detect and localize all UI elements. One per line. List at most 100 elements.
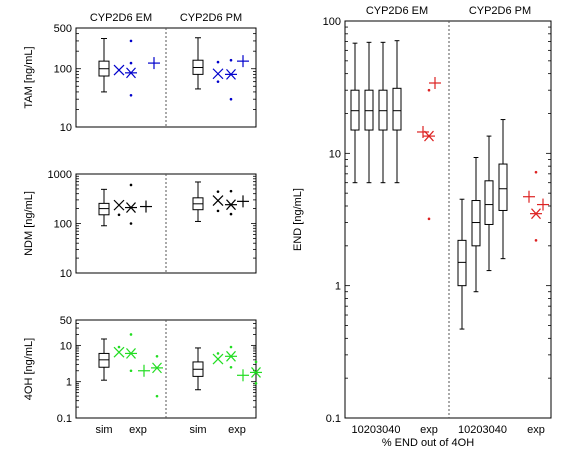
exp-range-dot bbox=[216, 352, 220, 355]
group-title: CYP2D6 PM bbox=[469, 5, 531, 17]
sim-box bbox=[498, 119, 508, 260]
box-iqr bbox=[392, 87, 402, 131]
y-tick-label: 10 bbox=[329, 148, 341, 160]
y-tick-label: 100 bbox=[54, 64, 72, 76]
y-tick-label: 10 bbox=[60, 122, 72, 134]
exp-range-dot bbox=[129, 222, 133, 225]
x-tick-label: exp bbox=[129, 424, 147, 436]
sim-box bbox=[98, 38, 110, 93]
sim-box bbox=[484, 135, 494, 272]
plot-frame bbox=[344, 20, 552, 419]
sim-box bbox=[471, 157, 481, 293]
exp-marker-x bbox=[113, 64, 125, 76]
exp-marker-x bbox=[113, 346, 125, 358]
star-b bbox=[126, 202, 136, 213]
exp-range-dot bbox=[229, 212, 233, 216]
y-tick-label: 1 bbox=[66, 377, 72, 389]
exp-marker-plus bbox=[138, 364, 150, 377]
star-b bbox=[152, 362, 162, 374]
exp-marker-star bbox=[423, 130, 435, 142]
y-tick-label: 0.1 bbox=[326, 413, 341, 425]
box-iqr bbox=[364, 89, 374, 131]
box-iqr bbox=[457, 239, 467, 287]
exp-range-dot bbox=[427, 217, 431, 221]
group-title: CYP2D6 EM bbox=[90, 12, 152, 24]
y-axis-label: 4OH [ng/mL] bbox=[23, 338, 35, 400]
x-tick-label: sim bbox=[95, 424, 112, 436]
exp-marker-star bbox=[225, 68, 237, 80]
x-b bbox=[212, 195, 224, 207]
exp-marker-plus bbox=[237, 195, 249, 208]
star-b bbox=[226, 68, 236, 80]
sim-box bbox=[364, 41, 374, 184]
sim-box bbox=[457, 198, 467, 330]
x-b bbox=[113, 199, 125, 211]
exp-marker-x bbox=[212, 195, 224, 207]
star-b bbox=[424, 130, 434, 142]
exp-range-dot bbox=[155, 394, 159, 398]
x-b bbox=[113, 64, 125, 76]
exp-range-dot bbox=[129, 369, 133, 373]
star-b bbox=[226, 199, 236, 211]
star-b bbox=[126, 348, 136, 359]
exp-marker-plus bbox=[523, 190, 535, 203]
exp-range-dot bbox=[117, 345, 121, 349]
exp-range-dot bbox=[155, 355, 159, 358]
y-tick-label: 10 bbox=[60, 268, 72, 280]
y-axis-label: END [ng/mL] bbox=[292, 188, 304, 251]
exp-marker-x bbox=[212, 353, 224, 365]
exp-range-dot bbox=[229, 97, 233, 101]
exp-marker-star bbox=[530, 208, 542, 220]
exp-range-dot bbox=[129, 333, 133, 336]
exp-marker-star bbox=[250, 367, 262, 378]
exp-range-dot bbox=[129, 93, 133, 97]
exp-range-dot bbox=[129, 39, 133, 43]
exp-marker-x bbox=[212, 68, 224, 80]
x-tick-label: 10203040 bbox=[458, 424, 507, 436]
box-iqr bbox=[350, 89, 360, 131]
exp-marker-star bbox=[125, 348, 137, 359]
star-b bbox=[226, 350, 236, 362]
x-b bbox=[212, 353, 224, 365]
x-tick-label: 10203040 bbox=[352, 424, 401, 436]
exp-range-dot bbox=[229, 345, 233, 349]
group-title: CYP2D6 PM bbox=[180, 12, 242, 24]
exp-marker-star bbox=[125, 67, 137, 79]
x-tick-label: sim bbox=[189, 424, 206, 436]
sim-box bbox=[392, 40, 402, 184]
sim-box bbox=[350, 42, 360, 184]
y-tick-label: 50 bbox=[60, 315, 72, 327]
exp-range-dot bbox=[216, 209, 220, 213]
x-tick-label: exp bbox=[527, 424, 545, 436]
exp-range-dot bbox=[216, 190, 220, 193]
exp-range-dot bbox=[129, 183, 133, 187]
y-tick-label: 10 bbox=[60, 340, 72, 352]
y-tick-label: 500 bbox=[54, 23, 72, 35]
star-b bbox=[251, 367, 261, 378]
exp-range-dot bbox=[216, 60, 220, 64]
box-iqr bbox=[484, 180, 494, 225]
y-tick-label: 100 bbox=[323, 16, 341, 28]
exp-range-dot bbox=[117, 213, 121, 217]
y-axis-label: NDM [ng/mL] bbox=[23, 191, 35, 256]
exp-range-dot bbox=[129, 61, 133, 65]
exp-marker-plus bbox=[237, 55, 249, 68]
exp-marker-plus bbox=[140, 200, 152, 213]
y-tick-label: 0.1 bbox=[57, 413, 72, 425]
x-b bbox=[212, 68, 224, 80]
sim-box bbox=[192, 181, 204, 222]
y-tick-label: 1 bbox=[335, 281, 341, 293]
box-iqr bbox=[378, 89, 388, 131]
exp-marker-x bbox=[113, 199, 125, 211]
exp-range-dot bbox=[229, 58, 233, 62]
group-title: CYP2D6 EM bbox=[366, 5, 428, 17]
exp-range-dot bbox=[254, 382, 258, 385]
box-iqr bbox=[471, 200, 481, 247]
exp-range-dot bbox=[534, 239, 538, 242]
exp-marker-plus bbox=[237, 369, 249, 382]
sim-box bbox=[98, 188, 110, 227]
x-tick-label: exp bbox=[228, 424, 246, 436]
sim-box bbox=[192, 347, 204, 391]
exp-marker-star bbox=[151, 362, 163, 374]
